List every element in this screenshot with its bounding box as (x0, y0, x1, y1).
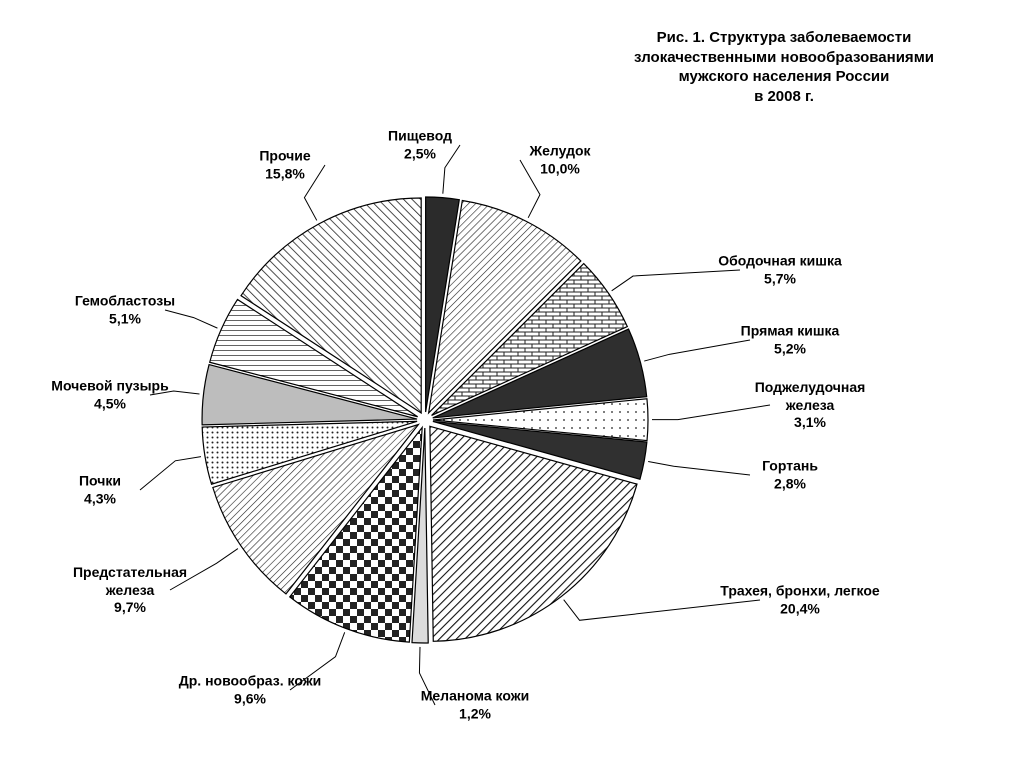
label-trakheya: Трахея, бронхи, легкое 20,4% (720, 583, 879, 618)
label-melanoma: Меланома кожи 1,2% (421, 688, 530, 723)
label-pryamaya: Прямая кишка 5,2% (741, 323, 840, 358)
wedges (202, 197, 648, 643)
label-puzyr: Мочевой пузырь 4,5% (51, 378, 168, 413)
label-gemobl: Гемобластозы 5,1% (75, 293, 175, 328)
leader-pryamaya (644, 340, 750, 361)
label-podzh: Поджелудочная железа 3,1% (755, 379, 866, 432)
label-zheludok: Желудок 10,0% (529, 143, 590, 178)
label-pishchevod: Пищевод 2,5% (388, 128, 452, 163)
leader-pochki (140, 457, 201, 490)
label-obodochnaya: Ободочная кишка 5,7% (718, 253, 842, 288)
pie-chart: Пищевод 2,5% Желудок 10,0% Ободочная кишка… (0, 0, 1024, 767)
leader-gortan (648, 462, 750, 475)
label-gortan: Гортань 2,8% (762, 458, 818, 493)
label-kozha: Др. новообраз. кожи 9,6% (179, 673, 321, 708)
label-prochie: Прочие 15,8% (259, 148, 310, 183)
leader-podzh (652, 405, 770, 420)
label-pochki: Почки 4,3% (79, 473, 121, 508)
label-predst: Предстательная железа 9,7% (73, 564, 187, 617)
